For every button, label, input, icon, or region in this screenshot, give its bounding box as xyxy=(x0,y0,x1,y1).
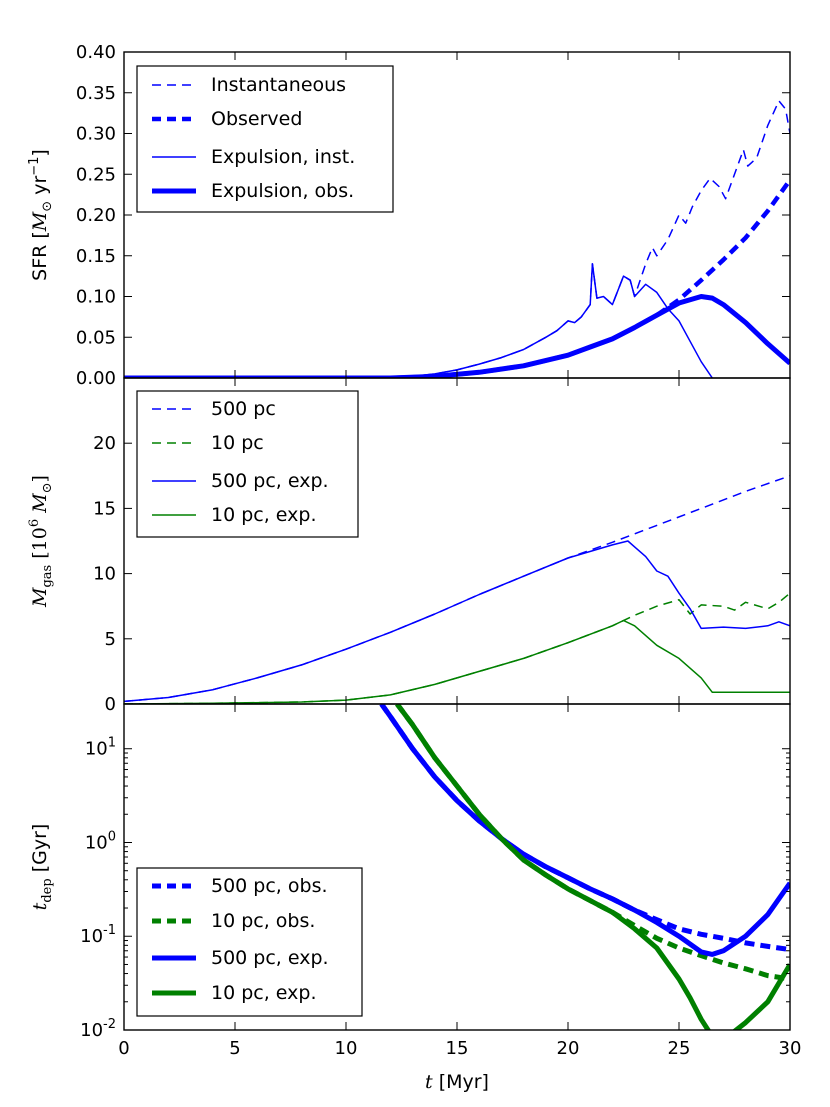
gas-ytick-label: 15 xyxy=(93,498,116,519)
sfr-ylabel: SFR [M⊙ yr−1] xyxy=(27,149,55,281)
dep-yticks: 10-2 10-1 100 101 xyxy=(80,704,791,1041)
dep-legend-label-10pc-obs: 10 pc, obs. xyxy=(211,910,315,932)
gas-legend-label-10pc-exp: 10 pc, exp. xyxy=(211,504,317,526)
gas-ytick-label: 10 xyxy=(93,564,116,585)
xtick-label: 5 xyxy=(229,1038,240,1059)
dep-ylabel: tdep [Gyr] xyxy=(29,824,55,911)
sfr-series-expulsion-obs xyxy=(124,294,790,378)
x-axis-label: t [Myr] xyxy=(425,1071,489,1093)
x-axis-ticks: 0 5 10 15 20 25 30 xyxy=(118,1038,801,1059)
sfr-ytick-label: 0.20 xyxy=(76,205,116,226)
sfr-ytick-label: 0.10 xyxy=(76,287,116,308)
sfr-ytick-label: 0.40 xyxy=(76,42,116,63)
gas-legend-label-500pc-exp: 500 pc, exp. xyxy=(211,470,329,492)
sfr-series-expulsion-inst xyxy=(124,263,713,378)
xtick-label: 0 xyxy=(118,1038,129,1059)
sfr-legend-label-observed: Observed xyxy=(211,108,302,130)
dep-ytick-label: 10-1 xyxy=(80,923,116,947)
sfr-ytick-label: 0.00 xyxy=(76,368,116,389)
sfr-legend-label-expulsion-inst: Expulsion, inst. xyxy=(211,146,355,168)
sfr-yticks: 0.00 0.05 0.10 0.15 0.20 0.25 0.30 0.35 0.40 xyxy=(76,42,791,389)
panel-gas-mass: 0 5 10 15 20 Mgas [106 M⊙] 500 pc 10 pc 500 … xyxy=(27,377,791,715)
panel-depletion-time: 10-2 10-1 100 101 tdep [Gyr] 500 pc, obs. 1… xyxy=(29,703,791,1041)
gas-ytick-label: 5 xyxy=(105,629,116,650)
xtick-label: 10 xyxy=(335,1038,358,1059)
gas-series-layer xyxy=(124,475,790,704)
gas-legend-box xyxy=(136,390,359,538)
sfr-ytick-label: 0.35 xyxy=(76,83,116,104)
gas-legend-label-10pc: 10 pc xyxy=(211,432,264,454)
sfr-legend-label-instantaneous: Instantaneous xyxy=(211,74,346,96)
xtick-label: 20 xyxy=(557,1038,580,1059)
sfr-ytick-label: 0.25 xyxy=(76,164,116,185)
sfr-ytick-label: 0.30 xyxy=(76,124,116,145)
dep-series-500-pc-obs xyxy=(379,704,790,953)
dep-series-layer xyxy=(379,704,790,1030)
xtick-label: 30 xyxy=(779,1038,802,1059)
xtick-label: 15 xyxy=(446,1038,469,1059)
gas-ylabel: Mgas [106 M⊙] xyxy=(27,475,55,608)
dep-legend: 500 pc, obs. 10 pc, obs. 500 pc, exp. 10… xyxy=(136,867,363,1017)
dep-series-10-pc-exp xyxy=(395,704,712,1030)
sfr-ytick-label: 0.15 xyxy=(76,246,116,267)
dep-series-500-pc-exp xyxy=(379,704,790,957)
gas-ytick-label: 0 xyxy=(105,694,116,715)
gas-series-10-pc xyxy=(124,592,790,704)
sfr-series-layer xyxy=(124,100,790,378)
dep-ytick-label: 100 xyxy=(85,829,116,853)
panel-sfr: 0.00 0.05 0.10 0.15 0.20 0.25 0.30 0.35 0.40 SFR… xyxy=(27,42,791,389)
gas-ytick-label: 20 xyxy=(93,433,116,454)
sfr-legend-label-expulsion-obs: Expulsion, obs. xyxy=(211,180,354,202)
dep-legend-label-10pc-exp: 10 pc, exp. xyxy=(211,982,317,1004)
dep-legend-label-500pc-obs: 500 pc, obs. xyxy=(211,875,328,897)
gas-legend: 500 pc 10 pc 500 pc, exp. 10 pc, exp. xyxy=(136,390,359,538)
dep-ytick-label: 10-2 xyxy=(80,1017,116,1041)
dep-ytick-label: 101 xyxy=(85,736,116,760)
gas-series-10-pc-exp xyxy=(124,619,790,704)
gas-series-500-pc-exp xyxy=(124,540,790,703)
gas-yticks: 0 5 10 15 20 xyxy=(93,378,791,715)
sfr-ytick-label: 0.05 xyxy=(76,327,116,348)
sfr-legend: Instantaneous Observed Expulsion, inst. … xyxy=(136,65,394,213)
sfr-legend-box xyxy=(136,65,394,213)
dep-legend-label-500pc-exp: 500 pc, exp. xyxy=(211,947,329,969)
xtick-label: 25 xyxy=(668,1038,691,1059)
gas-legend-label-500pc: 500 pc xyxy=(211,398,276,420)
